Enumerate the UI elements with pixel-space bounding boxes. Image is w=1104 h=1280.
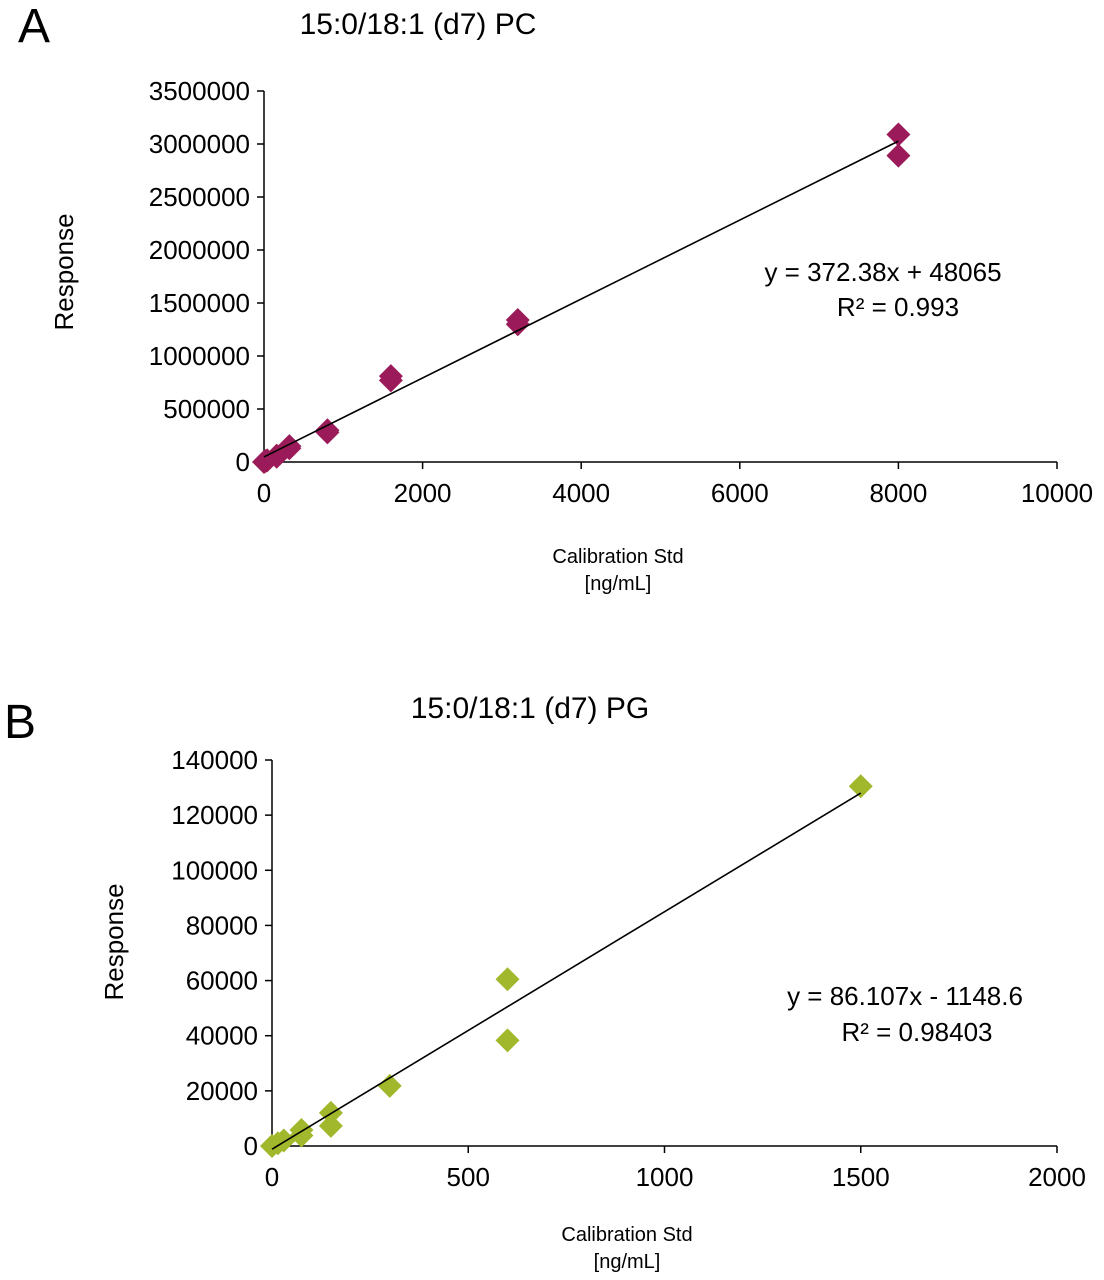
chart-a-ytick-label: 2000000 [149, 235, 250, 265]
chart-a-ytick-label: 1000000 [149, 341, 250, 371]
chart-b-equation: y = 86.107x - 1148.6 [787, 981, 1023, 1011]
chart-b-ytick-label: 60000 [186, 966, 258, 996]
chart-a-data-point [505, 312, 530, 337]
chart-a: A 15:0/18:1 (d7) PC Response Calibration… [18, 0, 1093, 595]
chart-b-xtick-label: 2000 [1028, 1162, 1086, 1192]
chart-a-title: 15:0/18:1 (d7) PC [300, 8, 537, 41]
chart-a-data-point [886, 122, 911, 147]
chart-b-title: 15:0/18:1 (d7) PG [411, 692, 649, 725]
chart-a-trendline [263, 140, 899, 458]
chart-b-xtick-label: 0 [265, 1162, 279, 1192]
chart-b-data-point [495, 1028, 520, 1053]
chart-b-trendline [271, 792, 862, 1150]
chart-a-plot: 0 500000 1000000 1500000 2000000 2500000 30000… [149, 76, 1093, 508]
chart-b-xtick-label: 1500 [832, 1162, 890, 1192]
chart-b-data-point [318, 1113, 343, 1138]
chart-b-xtick-label: 1000 [636, 1162, 694, 1192]
chart-a-xtick-label: 4000 [552, 478, 610, 508]
chart-b-ytick-label: 100000 [171, 855, 258, 885]
chart-a-xtick-label: 10000 [1021, 478, 1093, 508]
chart-b-ytick-label: 40000 [186, 1021, 258, 1051]
chart-b-ytick-label: 0 [244, 1131, 258, 1161]
chart-a-ylabel: Response [49, 213, 79, 330]
chart-b-xlabel-line2: [ng/mL] [594, 1251, 661, 1273]
chart-a-xtick-label: 2000 [394, 478, 452, 508]
chart-a-ytick-label: 2500000 [149, 182, 250, 212]
chart-a-xtick-label: 6000 [711, 478, 769, 508]
chart-b-ytick-label: 20000 [186, 1076, 258, 1106]
panel-label-b: B [4, 696, 36, 749]
chart-b-xtick-label: 500 [447, 1162, 490, 1192]
chart-a-ytick-label: 3000000 [149, 129, 250, 159]
chart-b-data-point [377, 1073, 402, 1098]
chart-a-xtick-label: 0 [257, 478, 271, 508]
chart-b-data-point [848, 774, 873, 799]
chart-a-xlabel-line2: [ng/mL] [585, 573, 652, 595]
chart-b-ytick-label: 140000 [171, 745, 258, 775]
chart-b-ytick-label: 120000 [171, 800, 258, 830]
chart-b-xlabel-line1: Calibration Std [561, 1224, 692, 1246]
chart-a-data-point [277, 436, 302, 461]
chart-b-ylabel: Response [99, 883, 129, 1000]
chart-b-r2: R² = 0.98403 [841, 1017, 992, 1047]
chart-a-ytick-label: 500000 [163, 394, 250, 424]
chart-b: B 15:0/18:1 (d7) PG Response Calibration… [4, 692, 1086, 1273]
chart-a-data-point [315, 420, 340, 445]
chart-a-ytick-label: 1500000 [149, 288, 250, 318]
panel-label-a: A [18, 0, 50, 53]
chart-a-r2: R² = 0.993 [837, 292, 959, 322]
chart-a-xlabel-line1: Calibration Std [552, 546, 683, 568]
chart-b-plot: 0 20000 40000 60000 80000 100000 120000 140000 0… [171, 745, 1086, 1192]
chart-a-data-point [886, 143, 911, 168]
chart-a-ytick-label: 3500000 [149, 76, 250, 106]
chart-a-equation: y = 372.38x + 48065 [764, 257, 1001, 287]
chart-b-ytick-label: 80000 [186, 910, 258, 940]
chart-b-data-point [495, 967, 520, 992]
chart-b-data-point [289, 1123, 314, 1148]
chart-a-data-point [378, 368, 403, 393]
chart-a-ytick-label: 0 [236, 447, 250, 477]
chart-a-xtick-label: 8000 [869, 478, 927, 508]
